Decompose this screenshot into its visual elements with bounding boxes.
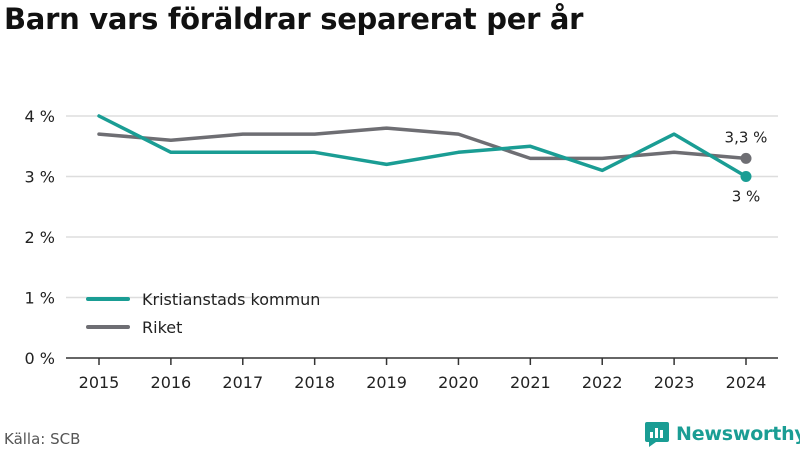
series-lines bbox=[97, 114, 752, 182]
x-tick-label: 2019 bbox=[366, 373, 407, 392]
brand[interactable]: Newsworthy bbox=[644, 420, 800, 448]
axes: 0 % 1 % 2 % 3 % 4 % 2015 2016 2017 2018 2019 2020 2… bbox=[25, 107, 778, 392]
legend-label-riket: Riket bbox=[142, 318, 182, 337]
newsworthy-logo-icon bbox=[645, 422, 669, 447]
x-tick-label: 2017 bbox=[222, 373, 263, 392]
brand-name: Newsworthy bbox=[676, 423, 800, 445]
legend: Kristianstads kommun Riket bbox=[86, 290, 320, 337]
end-point-kristianstad bbox=[740, 171, 752, 182]
x-tick-label: 2021 bbox=[510, 373, 551, 392]
end-point-riket bbox=[740, 152, 752, 164]
y-tick-label: 0 % bbox=[25, 349, 55, 368]
end-labels: 3,3 % 3 % bbox=[725, 128, 768, 205]
x-tick-label: 2024 bbox=[726, 373, 767, 392]
y-tick-label: 1 % bbox=[25, 289, 55, 308]
x-tick-label: 2023 bbox=[654, 373, 695, 392]
y-tick-label: 2 % bbox=[25, 228, 55, 247]
x-tick-label: 2016 bbox=[151, 373, 192, 392]
source-note: Källa: SCB bbox=[4, 430, 81, 448]
x-tick-label: 2020 bbox=[438, 373, 479, 392]
end-label-riket: 3,3 % bbox=[725, 128, 768, 146]
end-label-kristianstad: 3 % bbox=[732, 188, 761, 206]
chart-title: Barn vars föräldrar separerat per år bbox=[4, 2, 584, 36]
x-tick-label: 2022 bbox=[582, 373, 623, 392]
x-tick-label: 2015 bbox=[79, 373, 120, 392]
legend-label-kristianstad: Kristianstads kommun bbox=[142, 290, 320, 309]
series-line-riket bbox=[97, 126, 748, 161]
y-tick-label: 3 % bbox=[25, 168, 55, 187]
gridlines bbox=[66, 115, 778, 299]
x-tick-label: 2018 bbox=[294, 373, 335, 392]
y-tick-label: 4 % bbox=[25, 107, 55, 126]
series-line-kristianstad bbox=[97, 114, 748, 179]
